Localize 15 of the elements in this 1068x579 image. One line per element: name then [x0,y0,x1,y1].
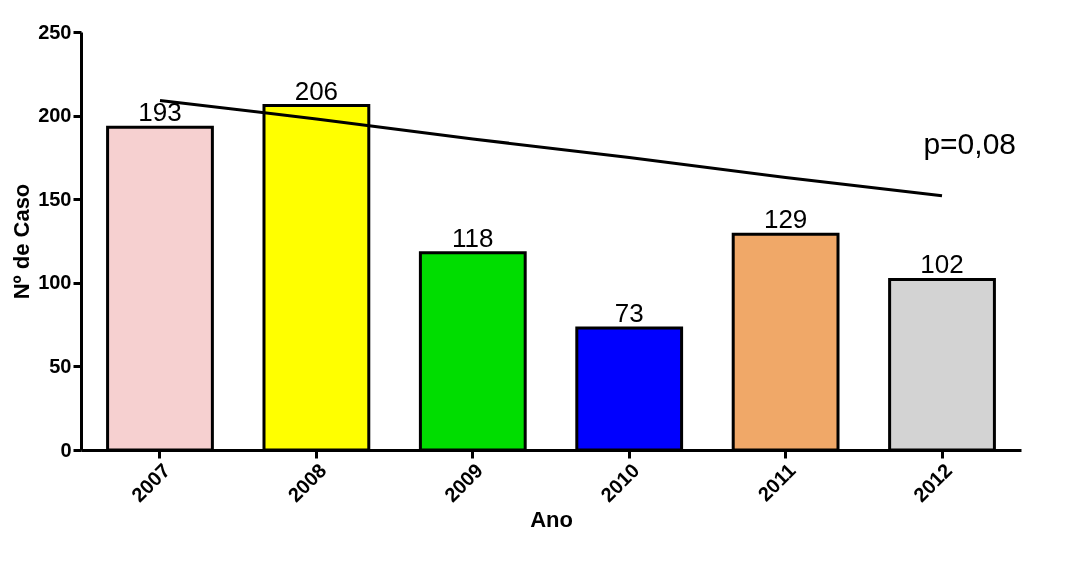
y-axis-title: Nº de Caso [9,183,35,300]
y-tick-label: 100 [38,271,72,294]
data-label: 102 [920,249,964,280]
data-label: 129 [763,204,808,235]
y-tick-label: 250 [38,20,72,43]
x-axis-title: Ano [530,507,573,533]
data-label: 118 [452,222,494,253]
data-label: 73 [614,297,644,328]
y-tick-label: 150 [38,187,72,210]
y-tick-label: 50 [49,354,72,377]
annotation: p=0,08 [923,126,1016,160]
data-label: 193 [138,97,182,128]
y-tick-label: 0 [60,438,72,461]
data-label: 206 [294,75,339,106]
y-tick-label: 200 [38,104,72,127]
